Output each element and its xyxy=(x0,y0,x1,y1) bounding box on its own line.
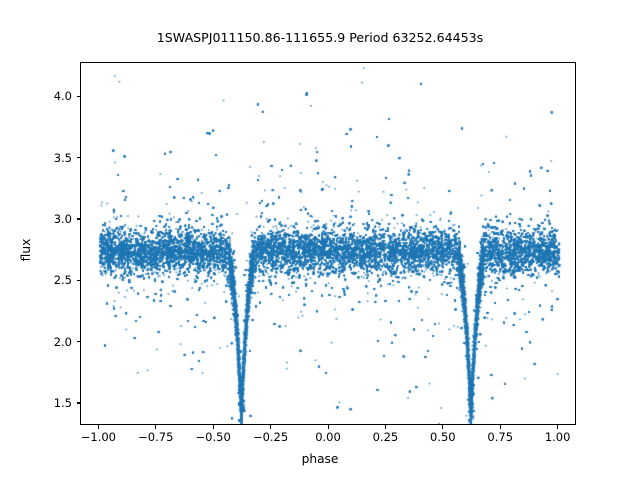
x-tick-label: −1.00 xyxy=(80,430,116,444)
y-tick-label: 3.5 xyxy=(53,150,72,165)
y-tick-label: 4.0 xyxy=(53,89,72,104)
y-axis-label: flux xyxy=(19,238,33,262)
x-tick-label: 0.25 xyxy=(372,430,399,444)
x-axis-tick-labels: −1.00 −0.75 −0.50 −0.25 0.00 0.25 0.50 0.75 1.00 xyxy=(0,430,640,450)
x-tick-label: 0.75 xyxy=(487,430,514,444)
x-tick-label: 0.00 xyxy=(315,430,341,444)
y-tick-mark xyxy=(76,402,80,404)
x-tick-label: −0.50 xyxy=(195,430,231,444)
x-tick-mark xyxy=(270,425,272,429)
scatter-plot-canvas xyxy=(81,63,575,424)
plot-axes-area xyxy=(80,62,576,425)
x-tick-label: 1.00 xyxy=(544,430,571,444)
y-tick-mark xyxy=(76,95,80,97)
y-tick-label: 3.0 xyxy=(53,211,72,226)
y-tick-mark xyxy=(76,218,80,220)
y-tick-label: 2.0 xyxy=(53,334,72,349)
x-tick-mark xyxy=(212,425,214,429)
x-tick-mark xyxy=(499,425,501,429)
x-tick-mark xyxy=(155,425,157,429)
x-tick-mark xyxy=(97,425,99,429)
y-tick-mark xyxy=(76,157,80,159)
y-tick-label: 1.5 xyxy=(53,395,72,410)
x-axis-tick-marks xyxy=(0,425,640,429)
x-tick-label: 0.50 xyxy=(430,430,456,444)
y-tick-mark xyxy=(76,279,80,281)
x-tick-mark xyxy=(557,425,559,429)
y-tick-label: 2.5 xyxy=(53,273,72,288)
x-tick-mark xyxy=(384,425,386,429)
y-tick-mark xyxy=(76,341,80,343)
chart-title: 1SWASPJ011150.86-111655.9 Period 63252.6… xyxy=(156,30,484,45)
x-tick-label: −0.25 xyxy=(252,430,289,444)
y-axis-tick-marks xyxy=(76,0,81,480)
y-axis-tick-labels: 1.5 2.0 2.5 3.0 3.5 4.0 xyxy=(24,0,72,480)
x-axis-label: phase xyxy=(301,452,339,466)
x-tick-mark xyxy=(442,425,444,429)
x-tick-mark xyxy=(327,425,329,429)
x-tick-label: −0.75 xyxy=(138,430,174,444)
